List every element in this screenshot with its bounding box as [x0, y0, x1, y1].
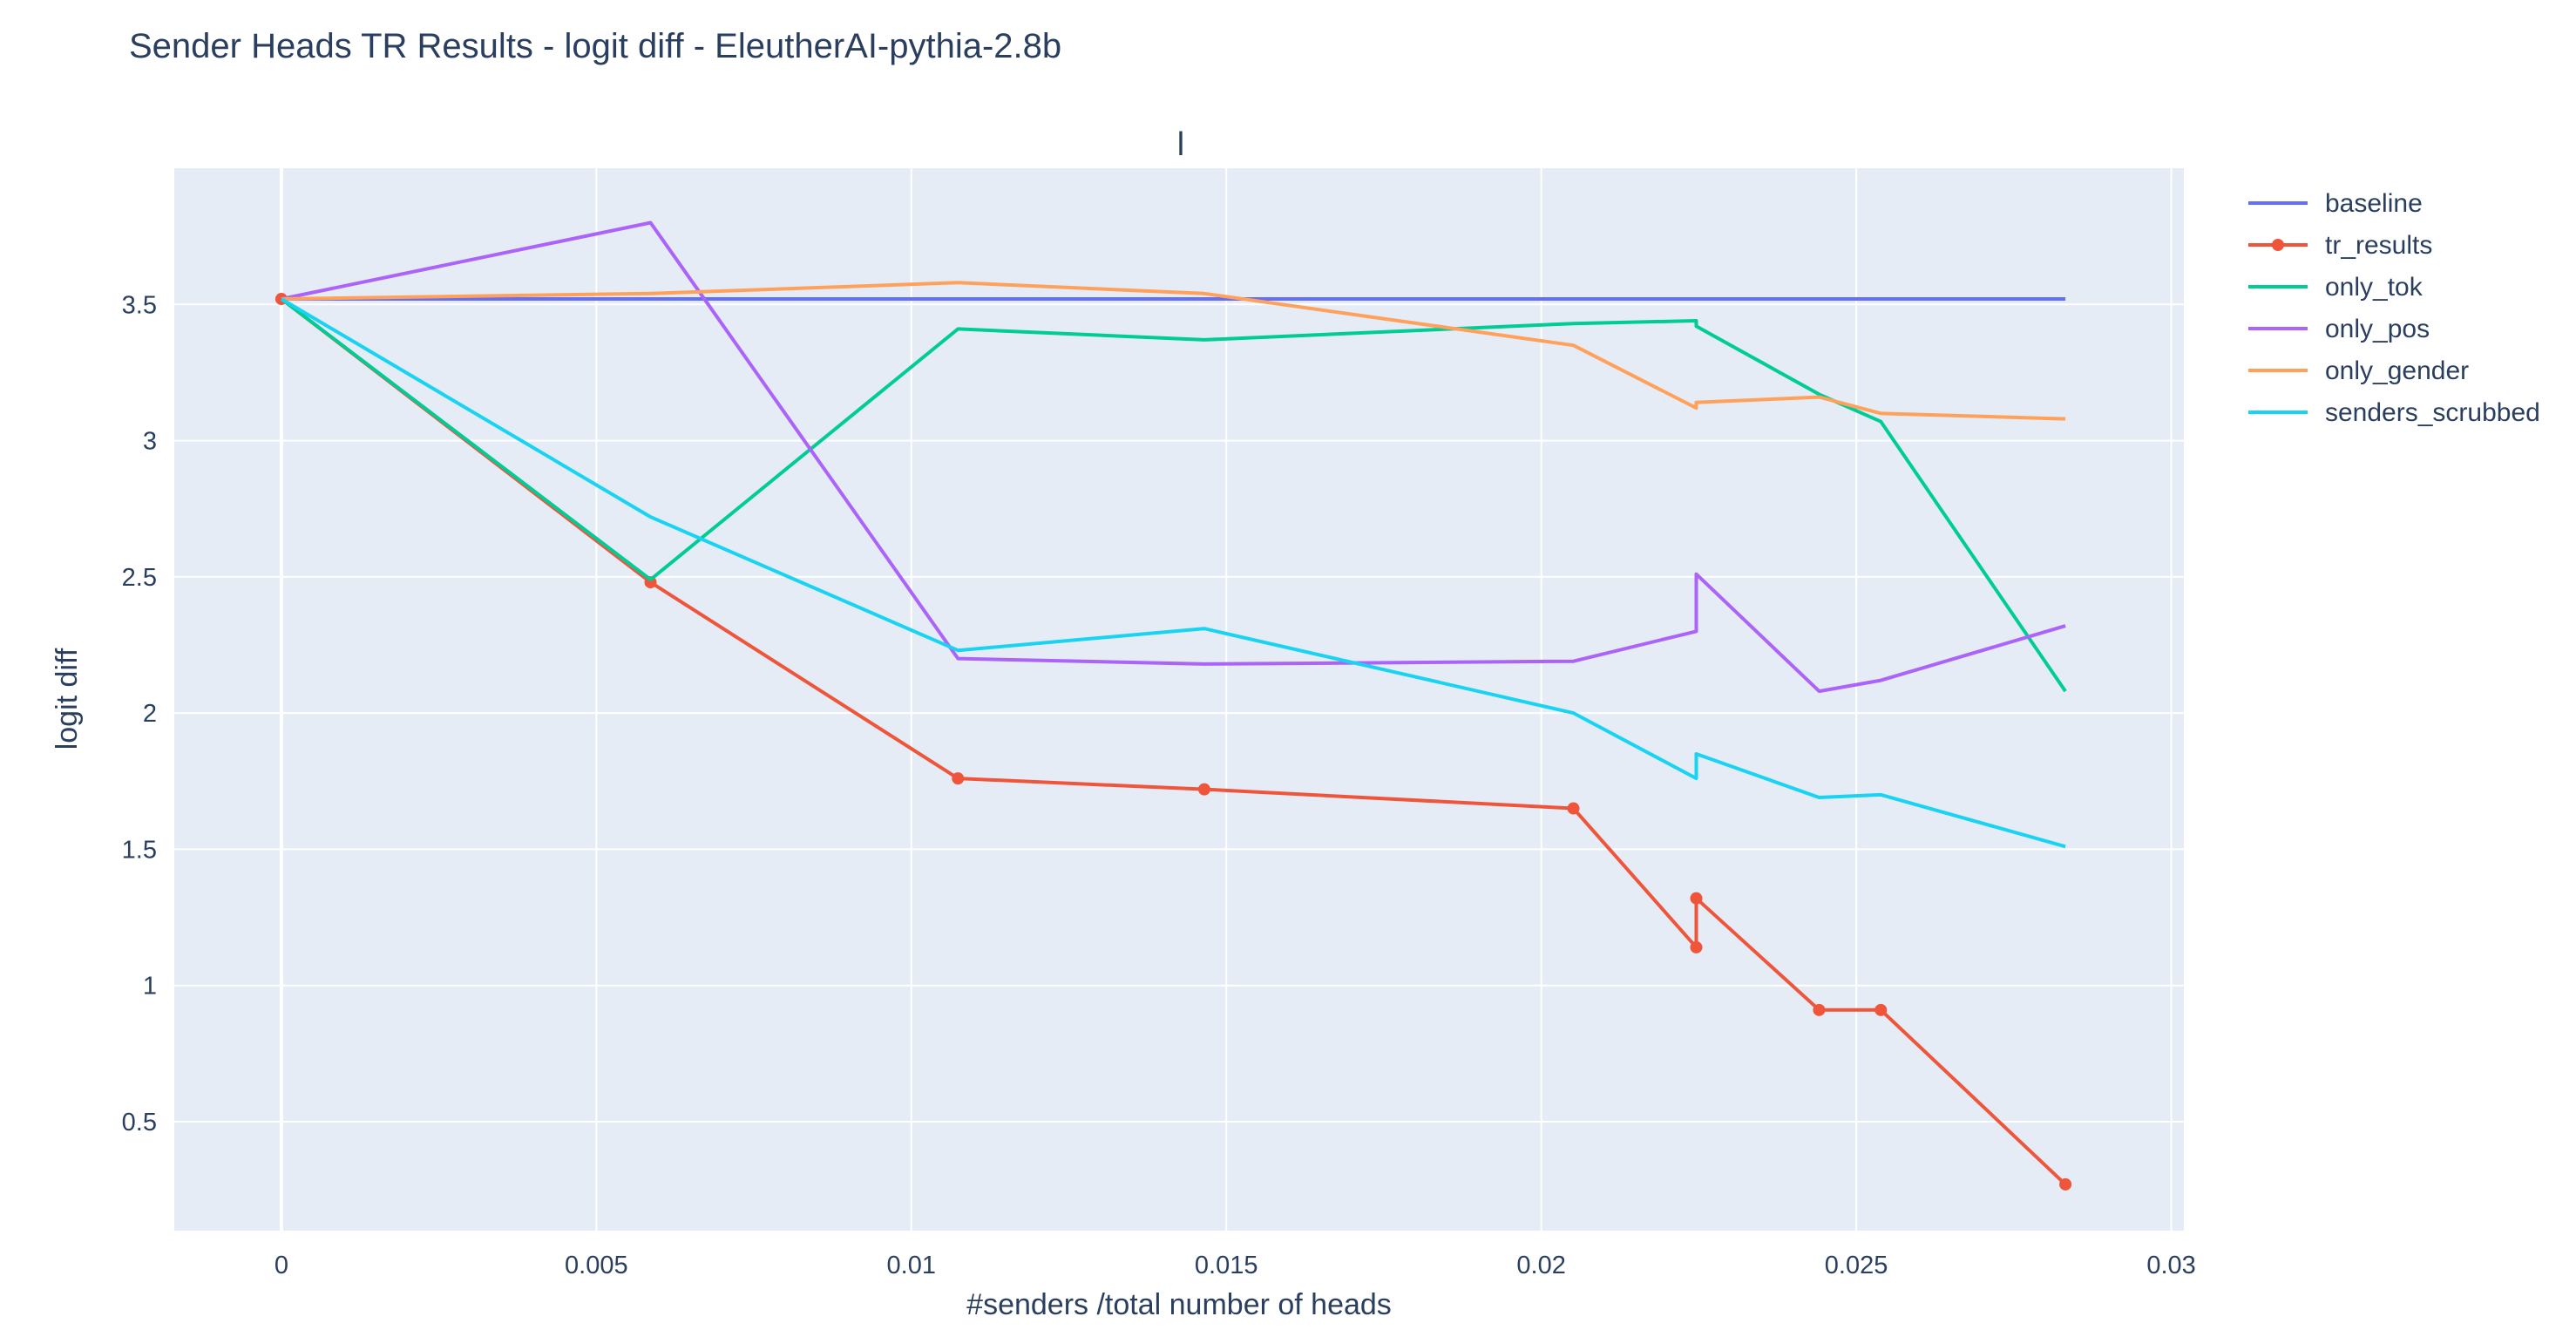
y-tick-label: 3.5 — [122, 291, 157, 319]
data-point-tr_results[interactable] — [2059, 1177, 2072, 1191]
legend-label: only_gender — [2325, 356, 2469, 385]
data-point-tr_results[interactable] — [1197, 783, 1210, 796]
data-point-tr_results[interactable] — [1690, 940, 1703, 953]
data-point-tr_results[interactable] — [1813, 1003, 1826, 1016]
y-tick-label: 0.5 — [122, 1109, 157, 1137]
y-tick-label: 1.5 — [122, 836, 157, 864]
legend-item-only_tok[interactable]: only_tok — [2248, 273, 2423, 302]
y-axis-label: logit diff — [51, 648, 84, 750]
tick-labels: 0 0.005 0.01 0.015 0.02 0.025 0.03 0.5 1 1.5 2 2.5 3… — [122, 291, 2196, 1279]
legend[interactable]: baseline tr_results only_tok only_pos only_g… — [2248, 189, 2540, 427]
data-point-tr_results[interactable] — [1874, 1003, 1888, 1016]
series-layer — [275, 221, 2072, 1191]
x-tick-label: 0.02 — [1516, 1252, 1565, 1279]
data-point-tr_results[interactable] — [1567, 802, 1580, 815]
legend-item-baseline[interactable]: baseline — [2248, 189, 2423, 218]
series-line-only_gender[interactable] — [281, 281, 2066, 421]
y-tick-label: 2.5 — [122, 564, 157, 592]
y-tick-label: 2 — [143, 700, 157, 728]
grid — [174, 168, 2184, 1231]
legend-label: only_tok — [2325, 273, 2423, 302]
legend-item-only_gender[interactable]: only_gender — [2248, 356, 2469, 385]
x-tick-label: 0 — [275, 1252, 288, 1279]
y-tick-label: 1 — [143, 973, 157, 1001]
x-tick-label: 0.025 — [1825, 1252, 1888, 1279]
x-tick-label: 0.01 — [887, 1252, 936, 1279]
chart-title: Sender Heads TR Results - logit diff - E… — [129, 27, 1061, 65]
data-point-tr_results[interactable] — [952, 772, 965, 785]
chart-subtitle: l — [1177, 126, 1184, 163]
x-tick-label: 0.03 — [2146, 1252, 2195, 1279]
legend-item-tr_results[interactable]: tr_results — [2248, 231, 2432, 260]
legend-label: only_pos — [2325, 315, 2430, 343]
legend-label: tr_results — [2325, 231, 2432, 260]
series-line-senders_scrubbed[interactable] — [280, 297, 2066, 849]
plot-area[interactable] — [174, 168, 2184, 1231]
y-tick-label: 3 — [143, 428, 157, 456]
series-line-only_pos[interactable] — [281, 221, 2066, 694]
x-tick-label: 0.015 — [1195, 1252, 1258, 1279]
series-line-tr_results[interactable] — [280, 297, 2067, 1186]
series-line-only_tok[interactable] — [280, 297, 2067, 693]
legend-item-only_pos[interactable]: only_pos — [2248, 315, 2430, 343]
legend-marker — [2272, 239, 2284, 251]
legend-item-senders_scrubbed[interactable]: senders_scrubbed — [2248, 398, 2540, 427]
legend-label: baseline — [2325, 189, 2423, 218]
x-tick-label: 0.005 — [565, 1252, 628, 1279]
data-point-tr_results[interactable] — [1690, 892, 1703, 905]
x-axis-label: #senders /total number of heads — [966, 1288, 1392, 1321]
legend-label: senders_scrubbed — [2325, 398, 2540, 427]
